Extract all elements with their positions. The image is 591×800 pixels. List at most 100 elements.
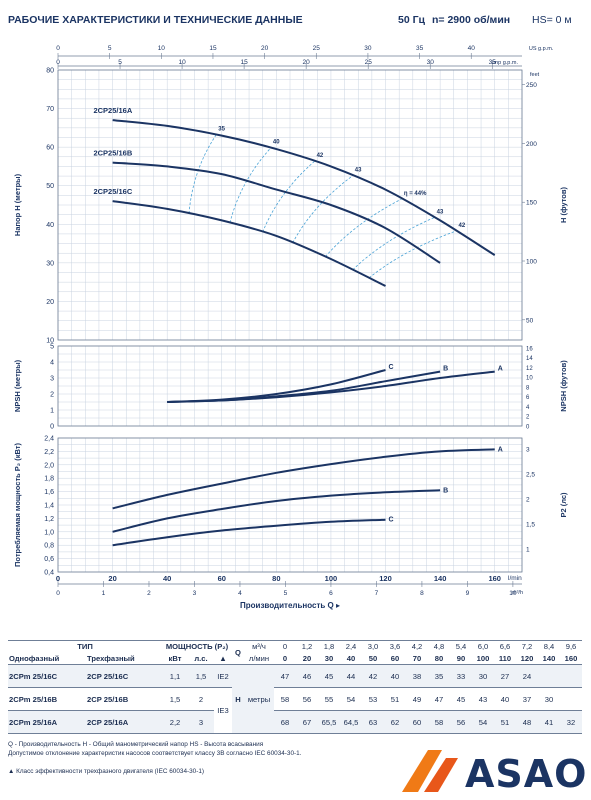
efficiency-class: IE3	[214, 687, 232, 734]
m3h-tick-label: 1	[102, 590, 106, 597]
th-type: ТИП	[8, 640, 162, 653]
head-value: 51	[494, 710, 516, 734]
model-single-phase: 2CPm 25/16A	[8, 710, 86, 734]
head-value	[538, 664, 560, 688]
power-kw: 1,5	[162, 687, 188, 711]
efficiency-iso-line	[262, 160, 315, 233]
npsh-y-tick-label: 2	[50, 392, 54, 399]
npsh-curve-label: B	[443, 366, 448, 373]
lmin-value: 120	[516, 652, 538, 665]
power-x-tick-label: 60	[218, 574, 226, 583]
m3-value: 6,6	[494, 640, 516, 653]
us-gpm-tick-label: 35	[416, 45, 424, 52]
power-curve-label: B	[443, 487, 448, 494]
logo-text: ASAO	[465, 752, 588, 796]
efficiency-label: η = 44%	[404, 191, 427, 197]
lmin-value: 140	[538, 652, 560, 665]
power-hp: 2	[188, 687, 214, 711]
efficiency-label: 42	[317, 153, 324, 159]
head-curve-2CP25/16A	[112, 119, 496, 256]
us-gpm-tick-label: 10	[158, 45, 166, 52]
us-gpm-tick-label: 0	[56, 45, 60, 52]
head-value: 46	[296, 664, 318, 688]
lmin-value: 60	[384, 652, 406, 665]
power-x-tick-label: 160	[488, 574, 501, 583]
m3-value: 6,0	[472, 640, 494, 653]
power-hp: 1,5	[188, 664, 214, 688]
head-y-tick-label: 70	[46, 106, 54, 113]
m3-value: 8,4	[538, 640, 560, 653]
model-single-phase: 2CPm 25/16C	[8, 664, 86, 688]
efficiency-label: 42	[458, 223, 465, 229]
m3-value: 3,6	[384, 640, 406, 653]
m3-value: 0	[274, 640, 296, 653]
power-kw: 2,2	[162, 710, 188, 734]
power-curve-label: C	[389, 517, 394, 524]
imp-gpm-tick-label: 5	[118, 59, 122, 66]
head-value: 54	[472, 710, 494, 734]
us-gpm-tick-label: 15	[209, 45, 217, 52]
head-y-tick-label: 60	[46, 145, 54, 152]
efficiency-iso-line	[188, 134, 217, 214]
npsh-curve-label: A	[498, 366, 503, 373]
head-value: 30	[472, 664, 494, 688]
lmin-value: 40	[340, 652, 362, 665]
lmin-value: 160	[560, 652, 582, 665]
head-value: 38	[406, 664, 428, 688]
imp-gpm-tick-label: 30	[427, 59, 435, 66]
m3h-tick-label: 6	[329, 590, 333, 597]
head-value: 37	[516, 687, 538, 711]
power-y-tick-label: 1,8	[44, 476, 54, 483]
lmin-value: 100	[472, 652, 494, 665]
head-value: 42	[362, 664, 384, 688]
imp-gpm-tick-label: 10	[178, 59, 186, 66]
head-value: 64,5	[340, 710, 362, 734]
page-title: РАБОЧИЕ ХАРАКТЕРИСТИКИ И ТЕХНИЧЕСКИЕ ДАН…	[8, 14, 303, 26]
power-y-tick-label: 1,0	[44, 529, 54, 536]
head-value: 40	[384, 664, 406, 688]
head-value: 56	[450, 710, 472, 734]
head-value: 49	[406, 687, 428, 711]
imp-gpm-unit: Imp g.p.m.	[492, 60, 518, 66]
speed-label: n= 2900 об/мин	[432, 14, 511, 26]
power-y-right-tick-label: 3	[526, 446, 530, 453]
head-symbol: H	[232, 664, 244, 734]
lmin-value: 20	[296, 652, 318, 665]
specifications-table: ТИП МОЩНОСТЬ (P₂) Q м³/ч 0 1,2 1,8 2,4 3…	[8, 640, 582, 734]
head-value: 58	[428, 710, 450, 734]
m3h-tick-label: 4	[238, 590, 242, 597]
head-value: 41	[538, 710, 560, 734]
head-value: 33	[450, 664, 472, 688]
us-gpm-tick-label: 20	[261, 45, 269, 52]
power-x-tick-label: 80	[272, 574, 280, 583]
power-y-right-axis-label: P2 (лс)	[559, 492, 568, 518]
head-value: 58	[274, 687, 296, 711]
th-lmin: л/мин	[244, 652, 274, 665]
x-axis-label: Производительность Q ▸	[240, 601, 340, 610]
lmin-value: 70	[406, 652, 428, 665]
power-x-tick-label: 140	[434, 574, 447, 583]
m3-value: 1,2	[296, 640, 318, 653]
efficiency-label: 40	[273, 140, 280, 146]
lmin-value: 80	[428, 652, 450, 665]
power-y-right-tick-label: 1	[526, 546, 530, 553]
imp-gpm-tick-label: 0	[56, 59, 60, 66]
head-y-right-tick-label: 250	[526, 82, 537, 89]
power-x-tick-label: 0	[56, 574, 60, 583]
head-y-tick-label: 50	[46, 183, 54, 190]
npsh-chart-frame	[57, 345, 523, 427]
head-value: 48	[516, 710, 538, 734]
th-kw: кВт	[162, 652, 188, 665]
lmin-value: 30	[318, 652, 340, 665]
th-hp: л.с.	[188, 652, 214, 665]
head-value: 62	[384, 710, 406, 734]
npsh-y-right-tick-label: 14	[526, 356, 533, 362]
head-value	[560, 664, 582, 688]
table-row: 2CPm 25/16A 2CP 25/16A 2,2 3 68 67 65,5 …	[8, 710, 582, 734]
m3h-tick-label: 7	[375, 590, 379, 597]
power-y-tick-label: 0,6	[44, 556, 54, 563]
head-value: 44	[340, 664, 362, 688]
m3-value: 4,2	[406, 640, 428, 653]
power-curve-A	[112, 448, 495, 510]
head-value: 45	[450, 687, 472, 711]
